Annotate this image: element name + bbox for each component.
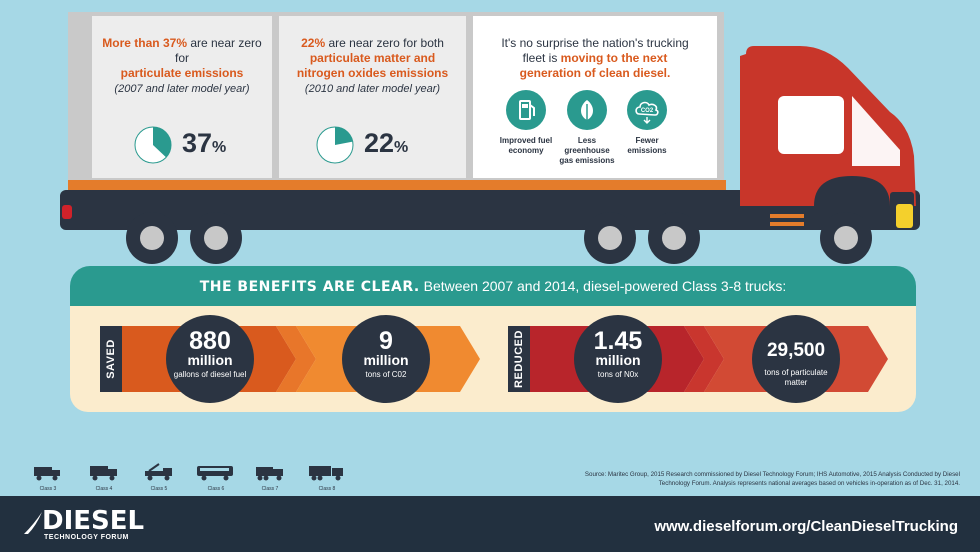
diesel-forum-logo: DIESEL TECHNOLOGY FORUM bbox=[24, 508, 144, 541]
icon-label-emissions: Fewer emissions bbox=[627, 136, 667, 155]
icon-label-fuel: Improved fuel economy bbox=[499, 136, 553, 155]
class5-caption: Class 5 bbox=[150, 486, 168, 492]
panel2-topic: particulate matter and nitrogen oxides e… bbox=[296, 51, 449, 80]
reduced-label: REDUCED bbox=[508, 326, 530, 392]
stat-co2-saved: 9 million tons of C02 bbox=[342, 315, 430, 403]
co2-cloud-icon: CO2 bbox=[627, 90, 667, 130]
icon-label-greenhouse: Less greenhouse gas emissions bbox=[559, 136, 615, 165]
class4-caption: Class 4 bbox=[95, 486, 113, 492]
stat-fuel-saved: 880 million gallons of diesel fuel bbox=[166, 315, 254, 403]
panel2-note: (2010 and later model year) bbox=[304, 83, 441, 95]
class3-caption: Class 3 bbox=[39, 486, 57, 492]
leaf-icon bbox=[567, 90, 607, 130]
panel-particulate: More than 37% are near zero for particul… bbox=[92, 16, 272, 178]
flame-swoosh-icon bbox=[24, 512, 42, 534]
wheel bbox=[820, 212, 872, 264]
pct-22-label: 22% bbox=[364, 128, 409, 158]
source-note: Source: Maritec Group, 2015 Research com… bbox=[584, 471, 960, 487]
class6-caption: Class 6 bbox=[207, 486, 225, 492]
benefits-title: THE BENEFITS ARE CLEAR. Between 2007 and… bbox=[199, 278, 787, 295]
pct-37-label: 37% bbox=[182, 128, 227, 158]
truck-class5-icon bbox=[145, 463, 172, 481]
wheel bbox=[584, 212, 636, 264]
pie-37-chart bbox=[134, 126, 172, 164]
stat-pm-reduced: 29,500 tons of particulate matter bbox=[752, 315, 840, 403]
class8-caption: Class 8 bbox=[318, 486, 336, 492]
panel-nox: 22% are near zero for both particulate m… bbox=[279, 16, 466, 178]
panel1-text: are near zero for bbox=[174, 36, 262, 65]
pie-37-slice bbox=[153, 127, 171, 158]
panel3-intro: It's no surprise the nation's trucking f… bbox=[501, 36, 689, 65]
panel2-highlight: 22% bbox=[301, 36, 326, 50]
truck-class7-icon bbox=[256, 467, 283, 481]
footer-bar bbox=[0, 496, 980, 552]
pie-22-slice bbox=[335, 127, 353, 145]
pie-22-chart bbox=[316, 126, 354, 164]
truck-class8-icon bbox=[309, 466, 343, 481]
truck-class3-icon bbox=[34, 467, 60, 481]
tail-light bbox=[62, 205, 72, 219]
truck-cab bbox=[740, 46, 920, 228]
panel1-highlight: More than 37% bbox=[102, 36, 187, 50]
wheel bbox=[190, 212, 242, 264]
vehicle-class-icons: Class 3 Class 4 Class 5 Class 6 Class 7 … bbox=[32, 463, 362, 492]
bus-class6-icon bbox=[197, 466, 233, 481]
panel2-text: are near zero for both bbox=[325, 36, 444, 50]
footer-url-link[interactable]: www.dieselforum.org/CleanDieselTrucking bbox=[654, 518, 958, 535]
panel1-note: (2007 and later model year) bbox=[114, 83, 250, 95]
panel3-highlight: moving to the next generation of clean d… bbox=[519, 51, 671, 80]
class7-caption: Class 7 bbox=[261, 486, 279, 492]
trailer-stripe bbox=[68, 180, 726, 190]
truck-class4-icon bbox=[90, 466, 117, 481]
panel1-topic: particulate emissions bbox=[120, 66, 244, 80]
wheel bbox=[126, 212, 178, 264]
wheel bbox=[648, 212, 700, 264]
saved-label: SAVED bbox=[100, 326, 122, 392]
fuel-pump-icon bbox=[506, 90, 546, 130]
stat-nox-reduced: 1.45 million tons of N0x bbox=[574, 315, 662, 403]
benefits-header-bar bbox=[70, 266, 916, 306]
co2-glyph: CO2 bbox=[641, 108, 654, 114]
